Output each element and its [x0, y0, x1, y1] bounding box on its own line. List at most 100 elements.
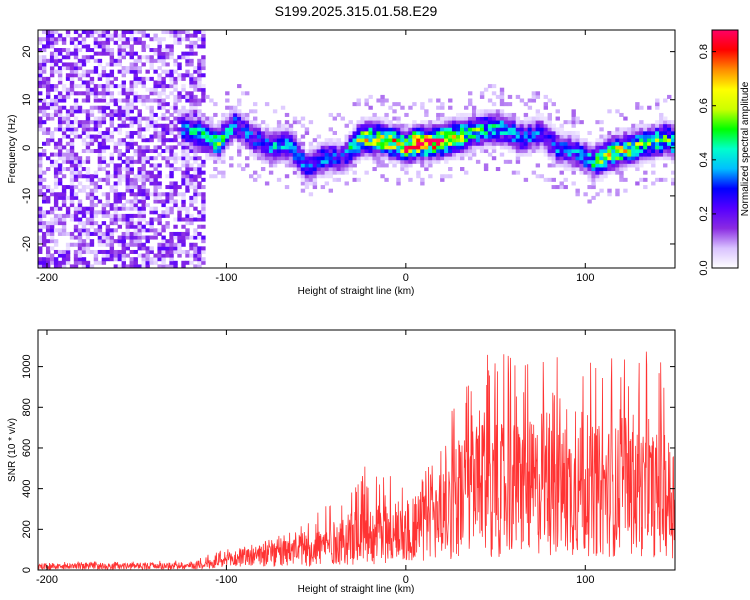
- heatmap-cell: [113, 98, 119, 103]
- heatmap-cell: [169, 239, 174, 244]
- heatmap-cell: [121, 167, 126, 172]
- heatmap-cell: [523, 112, 529, 117]
- heatmap-cell: [551, 123, 556, 128]
- heatmap-cell: [284, 185, 290, 190]
- heatmap-cell: [424, 159, 429, 164]
- heatmap-cell: [77, 246, 83, 251]
- heatmap-cell: [38, 246, 43, 251]
- heatmap-cell: [105, 84, 111, 89]
- heatmap-cell: [41, 105, 47, 110]
- heatmap-cell: [105, 199, 111, 204]
- heatmap-cell: [73, 44, 79, 49]
- heatmap-cell: [137, 213, 142, 218]
- heatmap-cell: [38, 48, 43, 53]
- heatmap-cell: [647, 149, 652, 154]
- heatmap-cell: [380, 174, 385, 179]
- heatmap-cell: [392, 156, 397, 161]
- heatmap-cell: [157, 105, 162, 110]
- heatmap-cell: [105, 145, 111, 150]
- heatmap-cell: [201, 210, 206, 215]
- heatmap-cell: [241, 120, 246, 125]
- heatmap-cell: [256, 138, 262, 143]
- heatmap-cell: [89, 264, 95, 268]
- heatmap-cell: [229, 156, 234, 161]
- heatmap-cell: [671, 170, 675, 175]
- heatmap-cell: [41, 44, 47, 49]
- heatmap-cell: [181, 260, 186, 265]
- heatmap-cell: [185, 174, 190, 179]
- heatmap-cell: [392, 116, 397, 121]
- heatmap-cell: [161, 138, 166, 143]
- heatmap-cell: [209, 130, 214, 135]
- heatmap-cell: [165, 51, 170, 56]
- heatmap-cell: [460, 134, 465, 139]
- heatmap-cell: [499, 98, 505, 103]
- heatmap-cell: [61, 231, 67, 236]
- heatmap-cell: [308, 177, 314, 182]
- heatmap-cell: [177, 94, 182, 99]
- heatmap-cell: [38, 264, 43, 268]
- heatmap-cell: [376, 134, 381, 139]
- heatmap-cell: [65, 116, 71, 121]
- heatmap-cell: [340, 167, 345, 172]
- heatmap-cell: [479, 127, 485, 132]
- snr-y-tick-label: 600: [21, 439, 33, 457]
- heatmap-cell: [53, 260, 59, 265]
- heatmap-cell: [38, 127, 43, 132]
- heatmap-cell: [165, 159, 170, 164]
- heatmap-cell: [153, 149, 158, 154]
- heatmap-cell: [81, 210, 87, 215]
- colorbar-ticks: 0.00.20.40.60.8: [698, 44, 716, 276]
- heatmap-cell: [73, 130, 79, 135]
- heatmap-cell: [384, 134, 389, 139]
- heatmap-cell: [535, 163, 541, 168]
- heatmap-cell: [356, 123, 361, 128]
- heatmap-cell: [647, 134, 652, 139]
- heatmap-cell: [65, 127, 71, 132]
- heatmap-cell: [667, 156, 672, 161]
- heatmap-cell: [181, 73, 186, 78]
- heatmap-cell: [149, 228, 154, 233]
- heatmap-cell: [53, 195, 59, 200]
- heatmap-cell: [189, 33, 194, 38]
- heatmap-cell: [77, 73, 83, 78]
- heatmap-cell: [308, 192, 314, 197]
- heatmap-cell: [348, 149, 353, 154]
- heatmap-cell: [655, 134, 660, 139]
- heatmap-cell: [97, 58, 103, 63]
- snr-y-label: SNR (10 * v/v): [7, 418, 18, 482]
- heatmap-cell: [181, 203, 186, 208]
- heatmap-cell: [575, 152, 580, 157]
- heatmap-cell: [57, 116, 63, 121]
- heatmap-cell: [77, 253, 83, 258]
- heatmap-cell: [467, 98, 473, 103]
- heatmap-cell: [197, 257, 202, 262]
- heatmap-cell: [141, 195, 146, 200]
- heatmap-cell: [89, 242, 95, 247]
- heatmap-cell: [587, 163, 592, 168]
- heatmap-cell: [129, 30, 134, 35]
- heatmap-cell: [304, 152, 310, 157]
- heatmap-cell: [515, 130, 521, 135]
- heatmap-cell: [515, 120, 521, 125]
- heatmap-cell: [416, 149, 421, 154]
- heatmap-cell: [149, 109, 154, 114]
- heatmap-cell: [404, 170, 409, 175]
- heatmap-cell: [81, 260, 87, 265]
- heatmap-cell: [229, 105, 234, 110]
- heatmap-cell: [53, 48, 59, 53]
- heatmap-cell: [408, 145, 413, 150]
- heatmap-cell: [360, 134, 365, 139]
- heatmap-cell: [61, 257, 67, 262]
- heatmap-cell: [117, 138, 123, 143]
- heatmap-cell: [157, 246, 162, 251]
- heatmap-cell: [125, 44, 130, 49]
- heatmap-cell: [141, 217, 146, 222]
- heatmap-cell: [85, 145, 91, 150]
- heatmap-cell: [364, 130, 369, 135]
- heatmap-cell: [356, 156, 361, 161]
- heatmap-cell: [276, 138, 282, 143]
- heatmap-cell: [221, 145, 226, 150]
- heatmap-cell: [189, 102, 194, 107]
- heatmap-cell: [189, 62, 194, 67]
